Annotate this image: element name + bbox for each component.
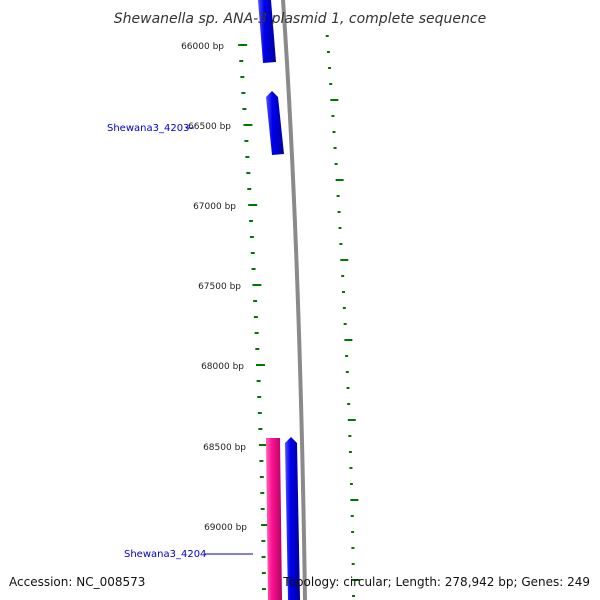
- position-label-67000: 67000 bp: [193, 202, 236, 212]
- gene-arrow-forward-blue[interactable]: [285, 437, 300, 600]
- ruler-ticks-outer: [325, 35, 360, 597]
- position-label-68000: 68000 bp: [201, 362, 244, 372]
- gene-arrow-top[interactable]: [258, 0, 276, 63]
- position-label-69000: 69000 bp: [204, 523, 247, 533]
- gene-arrow-reverse-pink[interactable]: [266, 438, 282, 600]
- position-label-67500: 67500 bp: [198, 282, 241, 292]
- plasmid-backbone: [281, 0, 307, 600]
- ruler-ticks-inner: [238, 44, 271, 590]
- map-title: Shewanella sp. ANA-3 plasmid 1, complete…: [114, 11, 486, 27]
- gene-label-shewana3-4203[interactable]: Shewana3_4203: [107, 123, 189, 134]
- sequence-summary: Topology: circular; Length: 278,942 bp; …: [282, 575, 590, 589]
- gene-arrow-shewana3-4203[interactable]: [266, 91, 284, 155]
- position-label-68500: 68500 bp: [203, 443, 246, 453]
- position-label-66500: 66500 bp: [188, 122, 231, 132]
- accession-text: Accession: NC_008573: [9, 575, 145, 589]
- gene-label-shewana3-4204[interactable]: Shewana3_4204: [124, 549, 206, 560]
- position-label-66000: 66000 bp: [181, 42, 224, 52]
